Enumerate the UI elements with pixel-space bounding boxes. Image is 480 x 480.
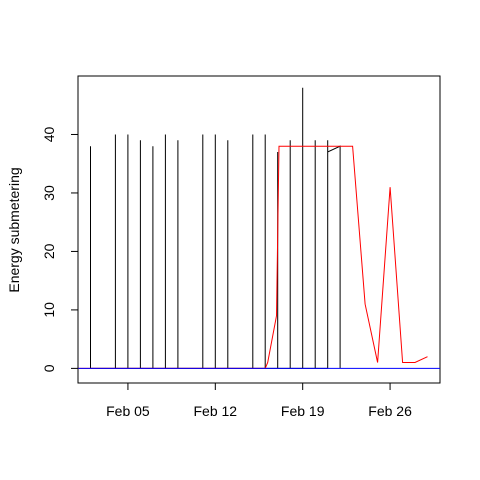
series-layer <box>78 87 440 369</box>
x-axis: Feb 05 Feb 12 Feb 19 Feb 26 <box>106 382 412 419</box>
x-tick-label: Feb 26 <box>368 403 412 419</box>
y-axis: 0 10 20 30 40 <box>41 127 79 372</box>
y-axis-title: Energy submetering <box>6 167 22 292</box>
y-tick-label: 0 <box>41 364 57 372</box>
y-tick-label: 30 <box>41 185 57 201</box>
y-tick-label: 10 <box>41 302 57 318</box>
x-tick-label: Feb 12 <box>194 403 238 419</box>
y-tick-label: 40 <box>41 127 57 143</box>
x-tick-label: Feb 05 <box>106 403 150 419</box>
series-line-1 <box>90 87 341 369</box>
y-tick-label: 20 <box>41 243 57 259</box>
plot-frame <box>77 75 441 384</box>
x-tick-label: Feb 19 <box>281 403 325 419</box>
